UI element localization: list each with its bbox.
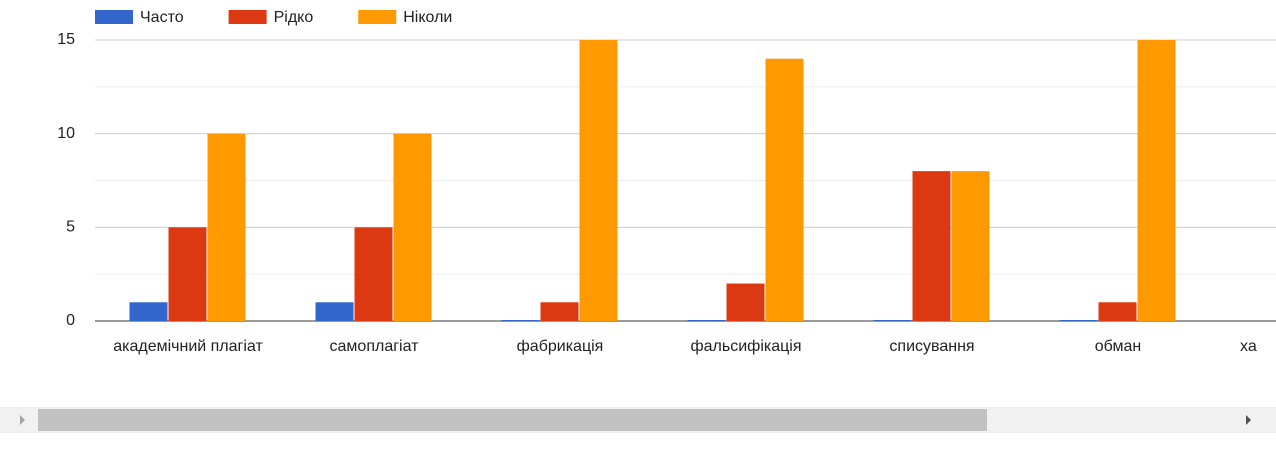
bar: [354, 227, 393, 321]
x-tick-label: фальсифікація: [690, 338, 801, 355]
bar: [129, 302, 168, 321]
legend-swatch: [228, 10, 267, 24]
legend-swatch: [95, 10, 133, 24]
bar: [951, 171, 990, 321]
y-tick-label: 0: [66, 312, 75, 329]
bar: [501, 320, 540, 321]
bar: [726, 283, 765, 321]
x-tick-label: ха: [1240, 338, 1257, 355]
scrollbar-thumb[interactable]: [38, 409, 987, 431]
y-tick-label: 10: [57, 125, 75, 142]
bar: [393, 133, 432, 321]
y-tick-label: 5: [66, 219, 75, 236]
legend-label: Ніколи: [403, 9, 452, 26]
bar: [1059, 320, 1098, 321]
bar: [765, 58, 804, 321]
scroll-left[interactable]: [20, 415, 25, 425]
legend-label: Часто: [140, 9, 184, 26]
bar: [579, 40, 618, 321]
bar: [315, 302, 354, 321]
x-tick-label: фабрикація: [517, 338, 604, 355]
bar: [1098, 302, 1137, 321]
bar: [168, 227, 207, 321]
legend-swatch: [358, 10, 397, 24]
x-tick-label: обман: [1095, 338, 1141, 355]
bar: [912, 171, 951, 321]
legend-label: Рідко: [274, 9, 314, 26]
bar: [1137, 40, 1176, 321]
bar: [540, 302, 579, 321]
scroll-right[interactable]: [1246, 415, 1251, 425]
bar: [873, 320, 912, 321]
bar: [687, 320, 726, 321]
x-tick-label: самоплагіат: [330, 338, 420, 355]
x-tick-label: академічний плагіат: [113, 338, 263, 355]
y-tick-label: 15: [57, 31, 75, 48]
bar: [207, 133, 246, 321]
x-tick-label: списування: [889, 338, 974, 355]
